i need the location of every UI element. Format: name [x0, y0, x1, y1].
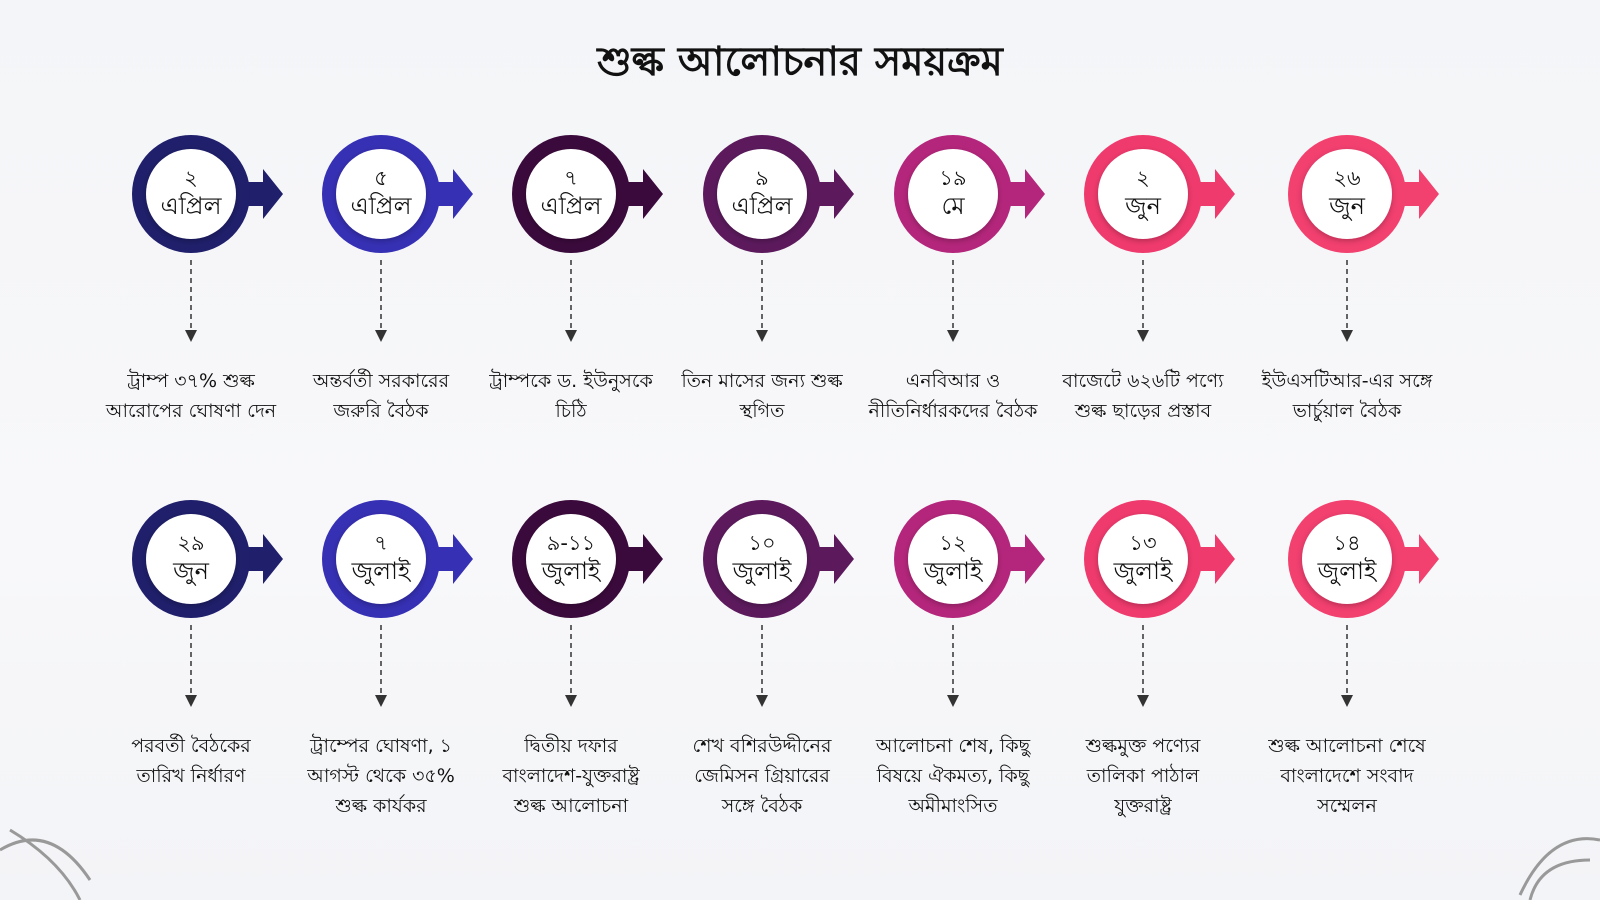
- event-description: অন্তর্বর্তী সরকারের জরুরি বৈঠক: [312, 370, 450, 422]
- event-description: ট্রাম্প ৩৭% শুল্ক আরোপের ঘোষণা দেন: [105, 370, 277, 422]
- date-disc: [526, 514, 616, 604]
- month: মে: [941, 192, 965, 220]
- day: ১৩: [1129, 531, 1157, 555]
- month: জুলাই: [1317, 557, 1377, 585]
- arrow: [1003, 169, 1045, 219]
- arrow: [812, 534, 854, 584]
- event-description: শুল্ক আলোচনা শেষে বাংলাদেশে সংবাদ সম্মেল…: [1268, 735, 1426, 817]
- date-label: ১২ জুলাই: [903, 529, 1003, 585]
- date-disc: [1302, 514, 1392, 604]
- day: ১০: [748, 531, 776, 555]
- month: জুন: [1329, 192, 1365, 220]
- date-disc: [1302, 149, 1392, 239]
- date-disc: [526, 149, 616, 239]
- month: এপ্রিল: [350, 192, 412, 220]
- date-disc: [1098, 149, 1188, 239]
- date-label: ৭ এপ্রিল: [521, 164, 621, 220]
- date-label: ১৩ জুলাই: [1093, 529, 1193, 585]
- date-label: ২ এপ্রিল: [141, 164, 241, 220]
- arrow: [241, 534, 283, 584]
- day: ২: [1136, 166, 1150, 190]
- date-disc: [908, 149, 998, 239]
- month: জুলাই: [351, 557, 411, 585]
- date-label: ৭ জুলাই: [331, 529, 431, 585]
- day: ৫: [374, 166, 388, 190]
- arrow: [1193, 169, 1235, 219]
- arrow: [812, 169, 854, 219]
- month: জুন: [173, 557, 209, 585]
- arrow: [621, 534, 663, 584]
- arrow: [241, 169, 283, 219]
- event-description: শুল্কমুক্ত পণ্যের তালিকা পাঠাল যুক্তরাষ্…: [1085, 735, 1201, 817]
- event-description: দ্বিতীয় দফার বাংলাদেশ-যুক্তরাষ্ট্র শুল্…: [502, 735, 640, 817]
- month: জুলাই: [541, 557, 601, 585]
- event-description: ট্রাম্পকে ড. ইউনুসকে চিঠি: [489, 370, 653, 422]
- date-label: ২৬ জুন: [1297, 164, 1397, 220]
- date-label: ২ জুন: [1093, 164, 1193, 220]
- event-description: এনবিআর ও নীতিনির্ধারকদের বৈঠক: [868, 370, 1038, 422]
- event-description: পরবর্তী বৈঠকের তারিখ নির্ধারণ: [131, 735, 251, 787]
- month: জুলাই: [732, 557, 792, 585]
- day: ৭: [374, 531, 388, 555]
- date-label: ২৯ জুন: [141, 529, 241, 585]
- title: শুল্ক আলোচনার সময়ক্রম: [597, 39, 1003, 85]
- month: এপ্রিল: [540, 192, 602, 220]
- day: ২৬: [1333, 166, 1361, 190]
- event-description: আলোচনা শেষ, কিছু বিষয়ে ঐকমত্য, কিছু অমী…: [875, 735, 1031, 817]
- date-disc: [336, 514, 426, 604]
- day: ১২: [939, 531, 967, 555]
- event-description: বাজেটে ৬২৬টি পণ্যে শুল্ক ছাড়ের প্রস্তাব: [1062, 370, 1224, 422]
- decoration: [1518, 837, 1600, 900]
- day: ২৯: [177, 531, 205, 555]
- day: ২: [184, 166, 198, 190]
- month: এপ্রিল: [731, 192, 793, 220]
- day: ১৯: [939, 166, 967, 190]
- date-label: ১০ জুলাই: [712, 529, 812, 585]
- arrow: [1003, 534, 1045, 584]
- month: এপ্রিল: [160, 192, 222, 220]
- day: ১৪: [1333, 531, 1361, 555]
- event-description: ইউএসটিআর-এর সঙ্গে ভার্চুয়াল বৈঠক: [1261, 370, 1433, 422]
- event-description: শেখ বশিরউদ্দীনের জেমিসন গ্রিয়ারের সঙ্গে…: [692, 735, 832, 817]
- month: জুন: [1125, 192, 1161, 220]
- date-label: ৯-১১ জুলাই: [521, 529, 621, 585]
- date-label: ৯ এপ্রিল: [712, 164, 812, 220]
- arrow: [431, 169, 473, 219]
- day: ৯: [755, 166, 769, 190]
- event-description: ট্রাম্পের ঘোষণা, ১ আগস্ট থেকে ৩৫% শুল্ক …: [307, 735, 455, 817]
- arrow: [1193, 534, 1235, 584]
- date-disc: [336, 149, 426, 239]
- decoration: [0, 828, 92, 900]
- date-disc: [1098, 514, 1188, 604]
- arrow: [1397, 169, 1439, 219]
- date-disc: [146, 149, 236, 239]
- day: ৯-১১: [546, 531, 596, 555]
- arrow: [431, 534, 473, 584]
- month: জুলাই: [1113, 557, 1173, 585]
- date-disc: [908, 514, 998, 604]
- event-description: তিন মাসের জন্য শুল্ক স্থগিত: [681, 370, 843, 422]
- day: ৭: [564, 166, 578, 190]
- date-disc: [146, 514, 236, 604]
- month: জুলাই: [923, 557, 983, 585]
- date-disc: [717, 149, 807, 239]
- arrow: [1397, 534, 1439, 584]
- arrow: [621, 169, 663, 219]
- date-label: ৫ এপ্রিল: [331, 164, 431, 220]
- date-label: ১৪ জুলাই: [1297, 529, 1397, 585]
- date-label: ১৯ মে: [903, 164, 1003, 220]
- date-disc: [717, 514, 807, 604]
